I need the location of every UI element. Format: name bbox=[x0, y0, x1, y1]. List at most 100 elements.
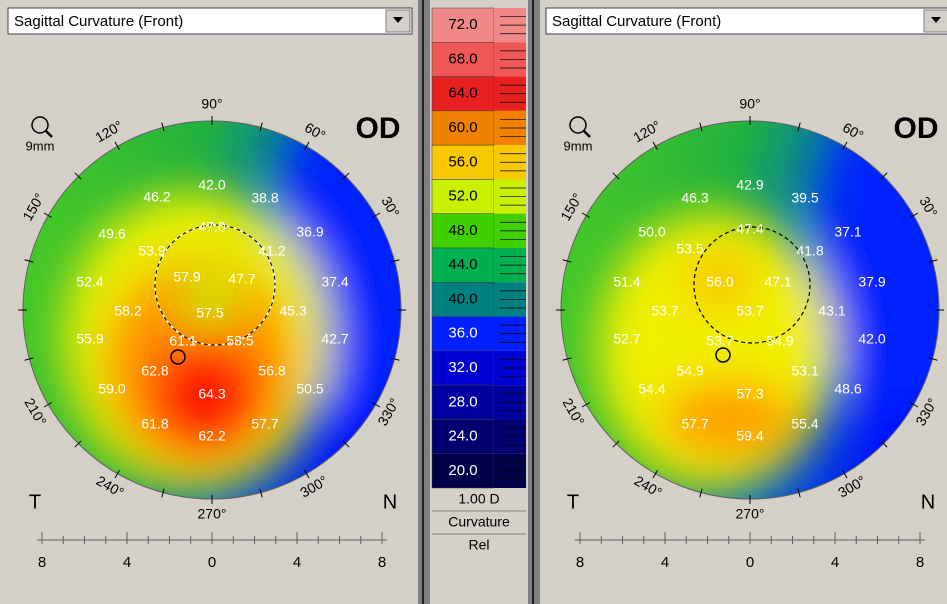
map-value: 57.7 bbox=[251, 416, 278, 432]
rim-tick bbox=[371, 212, 381, 218]
dropdown-arrow bbox=[393, 17, 403, 23]
ruler-label: 8 bbox=[38, 554, 46, 571]
map-value: 55.4 bbox=[791, 416, 818, 432]
legend-swatch bbox=[431, 316, 495, 352]
rim-tick bbox=[797, 488, 801, 498]
rim-tick bbox=[43, 402, 53, 408]
map-value: 46.2 bbox=[143, 189, 170, 205]
rim-tick bbox=[909, 212, 919, 218]
map-value: 47.0 bbox=[198, 219, 225, 235]
map-value: 37.9 bbox=[858, 274, 885, 290]
legend-map: Curvature bbox=[448, 514, 510, 530]
map-value: 46.3 bbox=[681, 190, 708, 206]
dropdown-text: Sagittal Curvature (Front) bbox=[14, 13, 183, 30]
map-value: 54.9 bbox=[676, 363, 703, 379]
map-value: 47.7 bbox=[228, 271, 255, 287]
map-value: 57.9 bbox=[173, 269, 200, 285]
map-value: 50.5 bbox=[296, 381, 323, 397]
map-value: 52.4 bbox=[76, 274, 103, 290]
rim-tick bbox=[390, 259, 400, 263]
map-value: 53.5 bbox=[676, 241, 703, 257]
rim-tick bbox=[259, 122, 263, 132]
map-value: 38.8 bbox=[251, 190, 278, 206]
rim-tick bbox=[880, 440, 888, 448]
legend-swatch bbox=[431, 384, 495, 420]
map-value: 58.5 bbox=[226, 333, 253, 349]
legend-label: 20.0 bbox=[448, 462, 477, 479]
legend-label: 60.0 bbox=[448, 119, 477, 136]
map-value: 43.1 bbox=[818, 303, 845, 319]
map-value: 58.2 bbox=[114, 303, 141, 319]
dropdown[interactable] bbox=[7, 7, 413, 35]
map-value: 53.7 bbox=[651, 303, 678, 319]
ruler-label: 0 bbox=[746, 554, 754, 571]
dropdown-text: Sagittal Curvature (Front) bbox=[552, 13, 721, 30]
legend-label: 68.0 bbox=[448, 50, 477, 67]
rim-tick bbox=[342, 172, 350, 180]
dropdown-arrow bbox=[931, 17, 941, 23]
map-value: 53.9 bbox=[138, 243, 165, 259]
rim-tick bbox=[928, 259, 938, 263]
rim-tick bbox=[304, 141, 310, 151]
rim-tick bbox=[114, 141, 120, 151]
map-value: 53.7 bbox=[706, 333, 733, 349]
map-value: 48.6 bbox=[834, 381, 861, 397]
map-value: 54.9 bbox=[766, 333, 793, 349]
side-label: N bbox=[383, 491, 397, 513]
map-value: 59.0 bbox=[98, 381, 125, 397]
side-label: T bbox=[29, 491, 41, 513]
angle-label: 90° bbox=[201, 96, 222, 112]
map-value: 53.1 bbox=[791, 363, 818, 379]
legend-swatch bbox=[431, 7, 495, 43]
legend-label: 48.0 bbox=[448, 222, 477, 239]
rim-tick bbox=[612, 172, 620, 180]
heat-map bbox=[561, 121, 939, 499]
map-value: 36.9 bbox=[296, 224, 323, 240]
legend-swatch bbox=[431, 213, 495, 249]
rim-tick bbox=[909, 402, 919, 408]
legend-label: 32.0 bbox=[448, 359, 477, 376]
map-value: 37.4 bbox=[321, 274, 348, 290]
map-value: 62.8 bbox=[141, 363, 168, 379]
rim-tick bbox=[304, 469, 310, 479]
legend-label: 44.0 bbox=[448, 256, 477, 273]
map-value: 37.1 bbox=[834, 224, 861, 240]
rim-tick bbox=[612, 440, 620, 448]
rim-tick bbox=[652, 141, 658, 151]
rim-tick bbox=[342, 440, 350, 448]
rim-tick bbox=[581, 212, 591, 218]
legend-mode: Rel bbox=[468, 537, 489, 553]
legend-swatch bbox=[431, 247, 495, 283]
legend-label: 24.0 bbox=[448, 428, 477, 445]
legend-step: 1.00 D bbox=[458, 491, 499, 507]
angle-label: 90° bbox=[739, 96, 760, 112]
legend-label: 40.0 bbox=[448, 290, 477, 307]
rim-tick bbox=[928, 357, 938, 361]
map-value: 59.4 bbox=[736, 428, 763, 444]
legend-label: 52.0 bbox=[448, 188, 477, 205]
rim-tick bbox=[259, 488, 263, 498]
legend-swatch bbox=[431, 110, 495, 146]
map-value: 62.2 bbox=[198, 428, 225, 444]
rim-tick bbox=[24, 259, 34, 263]
legend-label: 72.0 bbox=[448, 16, 477, 33]
zoom-icon[interactable] bbox=[569, 116, 587, 134]
dropdown[interactable] bbox=[545, 7, 947, 35]
map-value: 39.5 bbox=[791, 190, 818, 206]
ruler-label: 4 bbox=[123, 554, 131, 571]
zoom-icon bbox=[45, 130, 53, 138]
map-value: 56.8 bbox=[258, 363, 285, 379]
rim-tick bbox=[699, 122, 703, 132]
legend-label: 64.0 bbox=[448, 85, 477, 102]
rim-tick bbox=[562, 259, 572, 263]
legend-label: 28.0 bbox=[448, 393, 477, 410]
map-value: 47.1 bbox=[764, 274, 791, 290]
ruler-label: 8 bbox=[576, 554, 584, 571]
map-value: 41.8 bbox=[796, 243, 823, 259]
zoom-icon[interactable] bbox=[31, 116, 49, 134]
rim-tick bbox=[74, 440, 82, 448]
legend-swatch bbox=[431, 179, 495, 214]
legend-swatch bbox=[431, 282, 495, 317]
map-value: 57.7 bbox=[681, 416, 708, 432]
rim-tick bbox=[371, 402, 381, 408]
